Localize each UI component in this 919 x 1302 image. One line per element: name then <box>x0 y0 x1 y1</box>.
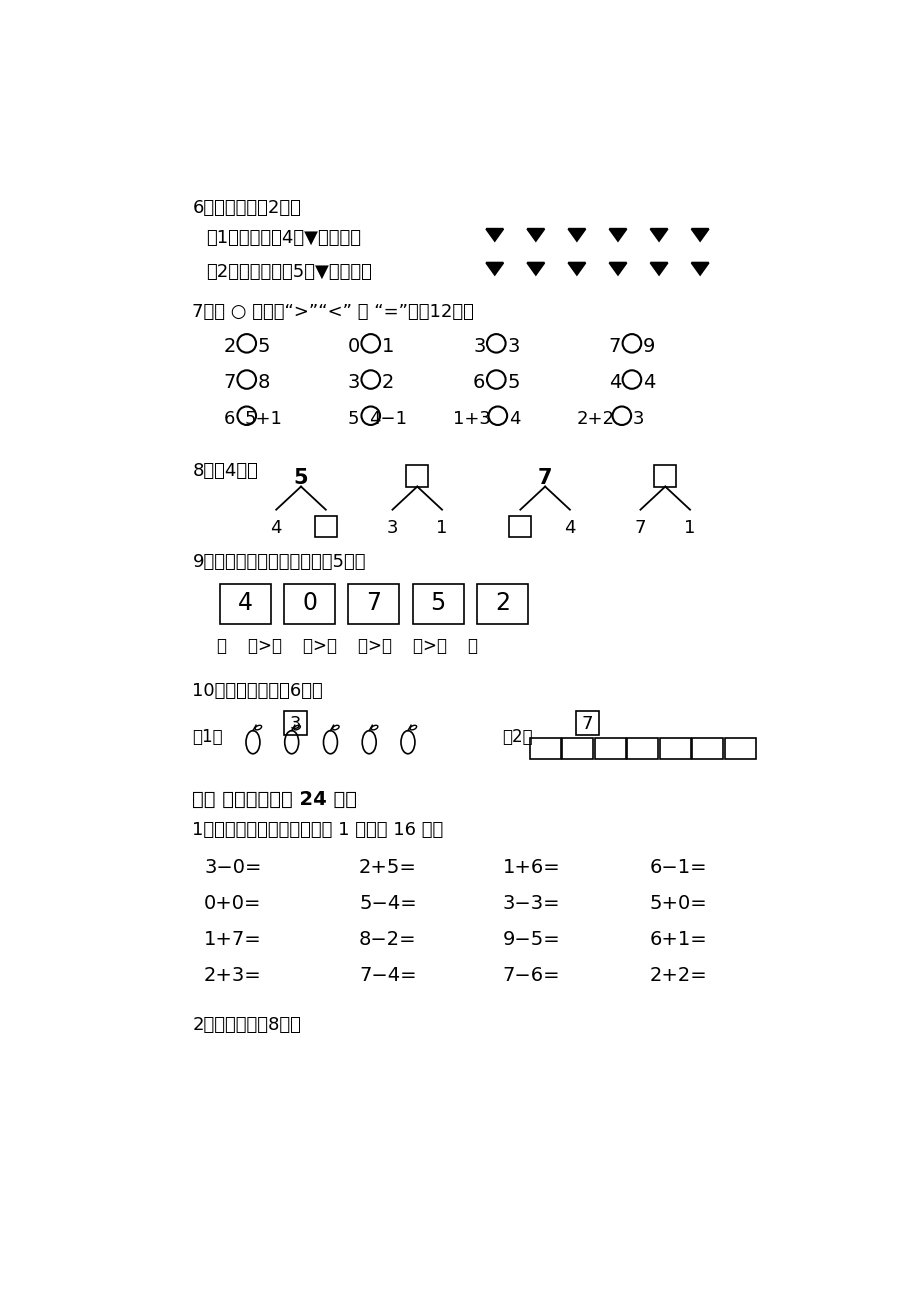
Bar <box>724 738 755 759</box>
Text: 2: 2 <box>494 591 509 616</box>
Bar <box>348 583 399 624</box>
Polygon shape <box>608 229 626 241</box>
Text: 1、直接写出得数。（每小题 1 分，共 16 分）: 1、直接写出得数。（每小题 1 分，共 16 分） <box>192 820 443 838</box>
Text: 1+7=: 1+7= <box>204 930 262 949</box>
Bar <box>412 583 463 624</box>
Text: 7: 7 <box>223 374 235 392</box>
Text: 3: 3 <box>347 374 359 392</box>
Text: 2: 2 <box>223 337 235 357</box>
Text: 5: 5 <box>347 410 359 427</box>
Text: 8: 8 <box>257 374 269 392</box>
Text: 5+1: 5+1 <box>244 410 282 427</box>
Text: 7: 7 <box>366 591 381 616</box>
Text: 3: 3 <box>472 337 485 357</box>
Text: 4: 4 <box>237 591 253 616</box>
Bar <box>627 738 658 759</box>
Text: 3−0=: 3−0= <box>204 858 261 876</box>
Polygon shape <box>568 229 584 241</box>
Text: （1）把左边的4个▼圈起来：: （1）把左边的4个▼圈起来： <box>206 229 361 247</box>
Text: 1: 1 <box>684 519 695 536</box>
Polygon shape <box>691 229 708 241</box>
Text: 7−4=: 7−4= <box>358 966 416 986</box>
Text: 4−1: 4−1 <box>369 410 406 427</box>
Polygon shape <box>527 229 544 241</box>
Bar <box>406 465 427 487</box>
Bar <box>659 738 690 759</box>
Polygon shape <box>691 263 708 275</box>
Text: 2+2: 2+2 <box>576 410 614 427</box>
Polygon shape <box>608 263 626 275</box>
Text: 二． 我会算。（共 24 分）: 二． 我会算。（共 24 分） <box>192 790 357 809</box>
Bar <box>284 583 335 624</box>
Text: 5−4=: 5−4= <box>358 894 416 913</box>
Text: 1+3: 1+3 <box>452 410 490 427</box>
Polygon shape <box>486 229 503 241</box>
Text: 8−2=: 8−2= <box>358 930 416 949</box>
Text: 4: 4 <box>563 519 575 536</box>
Text: 9: 9 <box>642 337 654 357</box>
Text: 10、看数涂色。（6分）: 10、看数涂色。（6分） <box>192 682 323 700</box>
Text: 7: 7 <box>608 337 620 357</box>
Bar <box>220 583 270 624</box>
Text: 0: 0 <box>347 337 359 357</box>
Bar <box>562 738 593 759</box>
Text: 2+5=: 2+5= <box>358 858 416 876</box>
Text: 0+0=: 0+0= <box>204 894 261 913</box>
Text: 3: 3 <box>632 410 644 427</box>
Text: 9、我会从大到小排一排。（5分）: 9、我会从大到小排一排。（5分） <box>192 553 366 570</box>
Text: 2: 2 <box>381 374 393 392</box>
Bar <box>476 583 528 624</box>
Text: 3: 3 <box>506 337 519 357</box>
Text: （2）: （2） <box>502 728 532 746</box>
Text: 5+0=: 5+0= <box>649 894 707 913</box>
Bar <box>575 711 598 734</box>
Text: 1: 1 <box>436 519 448 536</box>
Text: 6+1=: 6+1= <box>649 930 707 949</box>
Polygon shape <box>650 263 667 275</box>
Bar <box>594 738 625 759</box>
Text: 7: 7 <box>634 519 645 536</box>
Text: 6: 6 <box>223 410 235 427</box>
Text: 3: 3 <box>386 519 398 536</box>
Text: 6−1=: 6−1= <box>649 858 707 876</box>
Text: 5: 5 <box>257 337 270 357</box>
Text: 1+6=: 1+6= <box>502 858 560 876</box>
Text: 6: 6 <box>472 374 485 392</box>
Text: 9−5=: 9−5= <box>502 930 560 949</box>
Text: 2+3=: 2+3= <box>204 966 262 986</box>
Text: 4: 4 <box>270 519 281 536</box>
Text: 7: 7 <box>538 469 551 488</box>
Polygon shape <box>527 263 544 275</box>
Bar <box>692 738 722 759</box>
Text: 2+2=: 2+2= <box>649 966 707 986</box>
Bar <box>529 738 560 759</box>
Text: （2）把从左数第5个▼圈起来：: （2）把从左数第5个▼圈起来： <box>206 263 372 281</box>
Text: 8、（4分）: 8、（4分） <box>192 462 258 480</box>
Text: （1）: （1） <box>192 728 223 746</box>
Polygon shape <box>650 229 667 241</box>
Text: 4: 4 <box>508 410 520 427</box>
Text: （    ）>（    ）>（    ）>（    ）>（    ）: （ ）>（ ）>（ ）>（ ）>（ ） <box>217 638 478 655</box>
Polygon shape <box>568 263 584 275</box>
Text: 0: 0 <box>301 591 317 616</box>
Text: 6、圈一圈。（2分）: 6、圈一圈。（2分） <box>192 199 301 216</box>
Bar <box>314 516 336 538</box>
Text: 4: 4 <box>642 374 654 392</box>
Bar <box>509 516 530 538</box>
Text: 5: 5 <box>506 374 519 392</box>
Text: 5: 5 <box>293 469 308 488</box>
Text: 3: 3 <box>289 715 301 733</box>
Text: 4: 4 <box>608 374 620 392</box>
Text: 1: 1 <box>381 337 393 357</box>
Bar <box>284 711 307 734</box>
Text: 7、在 ○ 里填上“>”“<” 或 “=”。（12分）: 7、在 ○ 里填上“>”“<” 或 “=”。（12分） <box>192 303 474 322</box>
Text: 5: 5 <box>430 591 446 616</box>
Text: 7: 7 <box>582 715 593 733</box>
Text: 2、我会连。（8分）: 2、我会连。（8分） <box>192 1017 301 1034</box>
Polygon shape <box>486 263 503 275</box>
Text: 3−3=: 3−3= <box>502 894 560 913</box>
Text: 7−6=: 7−6= <box>502 966 560 986</box>
Bar <box>653 465 675 487</box>
